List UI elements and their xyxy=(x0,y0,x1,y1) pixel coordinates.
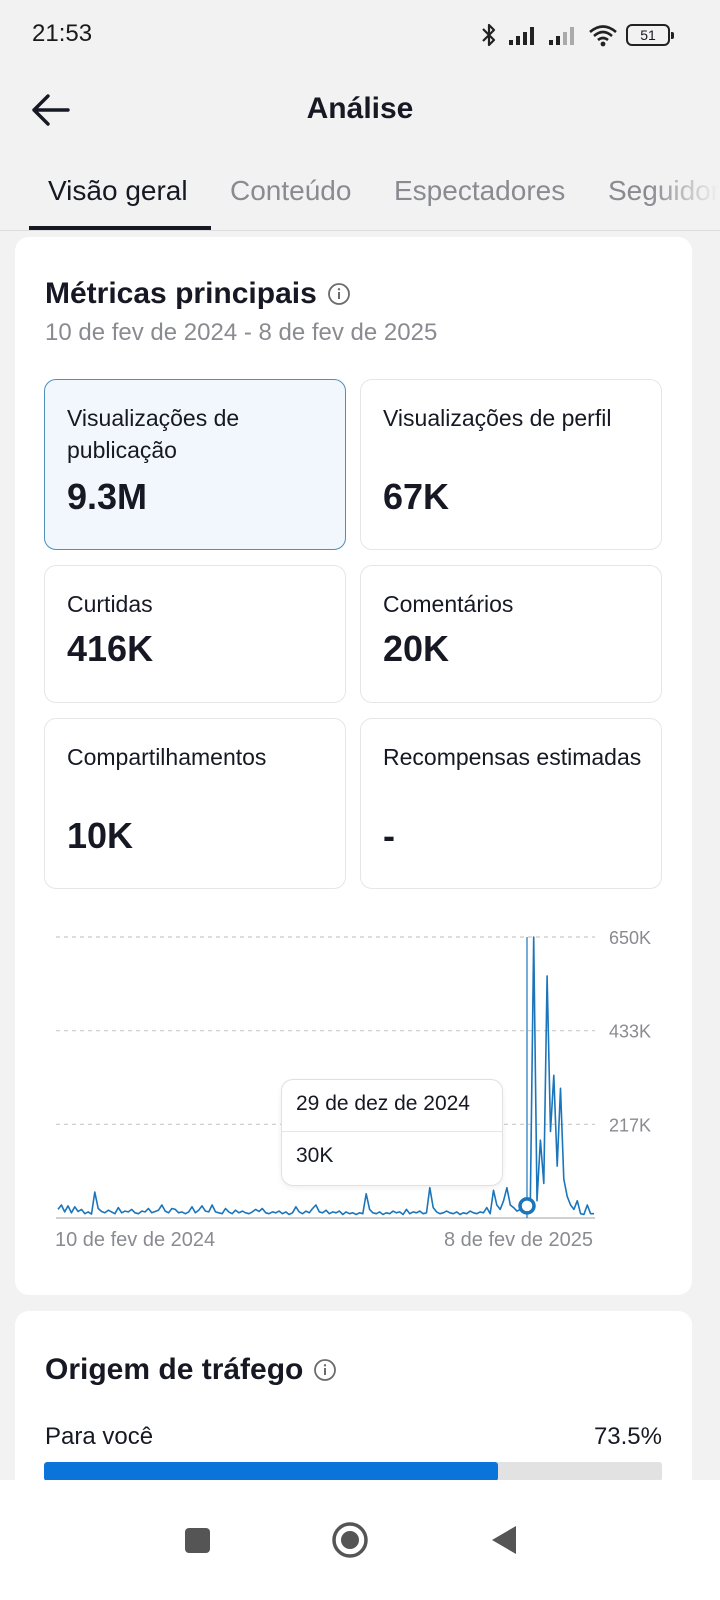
wifi-icon xyxy=(589,25,617,47)
status-icons: 51 xyxy=(478,20,674,50)
info-icon[interactable] xyxy=(327,282,351,306)
signal-icon xyxy=(509,27,534,45)
metric-card-likes[interactable]: Curtidas 416K xyxy=(44,565,346,703)
metric-value: 10K xyxy=(67,815,134,856)
metric-card-shares[interactable]: Compartilhamentos 10K xyxy=(44,718,346,889)
tooltip-date: 29 de dez de 2024 xyxy=(296,1092,470,1115)
tab-bar: Visão geral Conteúdo Espectadores Seguid… xyxy=(0,155,720,231)
signal-secondary-icon xyxy=(549,27,574,45)
metric-card-post-views[interactable]: Visualizações de publicação 9.3M xyxy=(44,379,346,550)
traffic-progress-bar xyxy=(44,1462,662,1481)
chart-y-tick-label: 217K xyxy=(609,1115,651,1135)
metric-value: 20K xyxy=(383,628,450,669)
views-line-chart[interactable]: 650K 433K 217K 10 de fev de 2024 8 de fev de… xyxy=(15,907,692,1267)
metric-value: 416K xyxy=(67,628,154,669)
date-range: 10 de fev de 2024 - 8 de fev de 2025 xyxy=(45,319,438,346)
back-arrow-icon xyxy=(32,94,70,126)
chart-x-start-label: 10 de fev de 2024 xyxy=(55,1229,215,1251)
status-time: 21:53 xyxy=(32,20,93,47)
metric-card-estimated-rewards[interactable]: Recompensas estimadas - xyxy=(360,718,662,889)
metric-card-comments[interactable]: Comentários 20K xyxy=(360,565,662,703)
tab-fade xyxy=(650,155,720,230)
traffic-progress-fill xyxy=(44,1462,499,1481)
header: Análise xyxy=(0,78,720,140)
battery-indicator: 51 xyxy=(626,24,674,46)
tab-viewers[interactable]: Espectadores xyxy=(394,175,566,206)
traffic-row-percent: 73.5% xyxy=(593,1423,662,1450)
chart-y-tick-label: 433K xyxy=(609,1022,651,1042)
info-icon[interactable] xyxy=(313,1358,337,1382)
metrics-card: Métricas principais 10 de fev de 2024 - … xyxy=(15,237,692,1295)
triangle-back-icon xyxy=(492,1526,516,1554)
metric-label: Visualizações de publicação xyxy=(67,405,240,463)
metric-value: 67K xyxy=(383,476,450,517)
tooltip-divider xyxy=(282,1131,502,1132)
metric-value: - xyxy=(383,815,395,856)
chart-x-end-label: 8 de fev de 2025 xyxy=(444,1229,593,1251)
chart-series-line xyxy=(57,936,594,1216)
system-nav-bar xyxy=(0,1480,720,1600)
home-button[interactable] xyxy=(320,1510,380,1570)
chart-y-tick-label: 650K xyxy=(609,928,651,948)
chart-tooltip: 29 de dez de 2024 30K xyxy=(281,1079,503,1186)
status-bar: 21:53 51 xyxy=(0,0,720,70)
metric-card-profile-views[interactable]: Visualizações de perfil 67K xyxy=(360,379,662,550)
chart-selected-point[interactable] xyxy=(518,1197,536,1215)
square-icon xyxy=(185,1528,210,1553)
metric-value: 9.3M xyxy=(67,476,148,517)
tooltip-value: 30K xyxy=(296,1144,334,1167)
back-nav-button[interactable] xyxy=(474,1510,534,1570)
metrics-title-text: Métricas principais xyxy=(45,277,317,310)
metric-label: Compartilhamentos xyxy=(67,744,267,770)
traffic-title-text: Origem de tráfego xyxy=(45,1353,304,1386)
tab-overview[interactable]: Visão geral xyxy=(48,175,188,206)
battery-level: 51 xyxy=(640,27,656,43)
traffic-row-label: Para você xyxy=(45,1423,154,1450)
recents-button[interactable] xyxy=(167,1510,227,1570)
metrics-title: Métricas principais xyxy=(45,277,351,311)
metric-label: Visualizações de perfil xyxy=(383,405,612,431)
metric-label: Comentários xyxy=(383,591,514,617)
metric-label: Recompensas estimadas xyxy=(383,744,642,770)
metric-label: Curtidas xyxy=(67,591,153,617)
tab-content[interactable]: Conteúdo xyxy=(230,175,352,206)
tab-active-indicator xyxy=(29,226,211,230)
home-circle-icon xyxy=(332,1522,368,1558)
traffic-title: Origem de tráfego xyxy=(45,1353,337,1387)
back-button[interactable] xyxy=(28,88,76,132)
bluetooth-icon xyxy=(482,23,496,47)
page-title: Análise xyxy=(306,92,414,125)
